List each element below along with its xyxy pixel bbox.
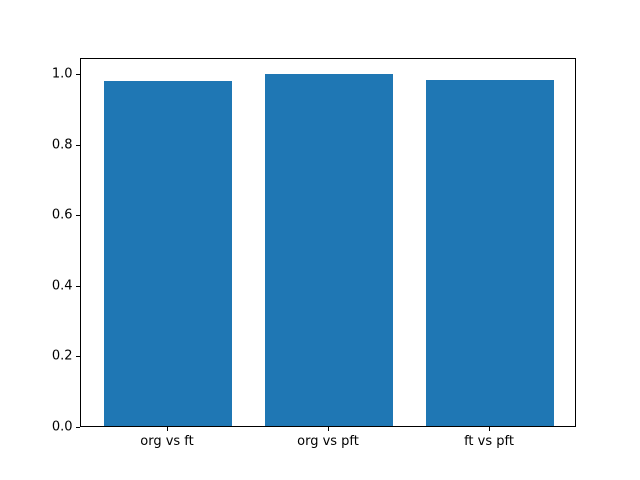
x-tick-label: ft vs pft <box>464 433 514 449</box>
x-tick-label: org vs ft <box>140 433 194 449</box>
bar-ft-vs-pft <box>425 79 555 426</box>
y-tick-mark <box>76 73 80 75</box>
bar-org-vs-pft <box>264 74 394 426</box>
bar-org-vs-ft <box>103 81 233 426</box>
x-tick-mark <box>167 427 168 431</box>
y-tick-label: 0.8 <box>51 137 73 152</box>
y-tick-label: 0.2 <box>51 348 73 364</box>
x-tick-mark <box>328 427 329 431</box>
y-tick-label: 0.0 <box>51 419 73 435</box>
y-tick-mark <box>76 427 80 428</box>
y-tick-mark <box>76 356 80 358</box>
y-tick-label: 0.6 <box>51 207 73 223</box>
y-tick-label: 1.0 <box>51 66 73 82</box>
y-tick-mark <box>76 144 80 146</box>
plot-area <box>80 58 576 427</box>
x-tick-mark <box>489 427 490 431</box>
y-tick-label: 0.4 <box>51 278 73 294</box>
y-tick-mark <box>76 215 80 217</box>
y-tick-mark <box>76 285 80 287</box>
x-tick-label: org vs pft <box>297 433 359 449</box>
